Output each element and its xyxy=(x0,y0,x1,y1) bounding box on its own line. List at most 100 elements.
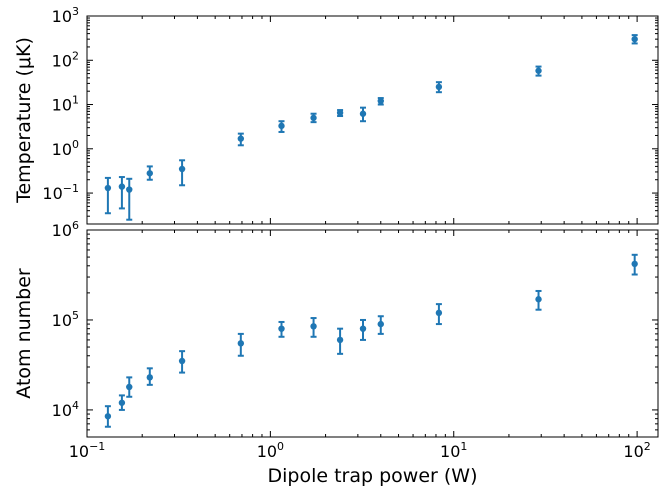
data-point xyxy=(435,303,443,326)
data-point xyxy=(118,394,126,411)
y-tick-label: 106 xyxy=(52,219,79,240)
data-point xyxy=(104,405,112,428)
data-point xyxy=(278,320,285,338)
y-tick-label-base: 10 xyxy=(52,7,72,26)
data-point xyxy=(126,177,133,221)
x-tick-label-exponent: −1 xyxy=(89,440,105,453)
x-tick-label-exponent: 1 xyxy=(460,440,467,453)
y-tick-label-exponent: 6 xyxy=(72,219,79,232)
y-axis-label: Temperature (μK) xyxy=(13,37,35,204)
data-point xyxy=(535,289,542,311)
data-marker xyxy=(377,97,384,105)
data-marker xyxy=(178,357,186,365)
y-tick-label: 100 xyxy=(52,138,79,159)
y-tick-label: 104 xyxy=(52,399,79,420)
data-point xyxy=(278,120,285,133)
data-point xyxy=(377,315,384,335)
data-marker xyxy=(359,110,367,117)
data-marker xyxy=(535,67,542,74)
y-tick-label-base: 10 xyxy=(52,51,72,70)
data-point xyxy=(377,97,384,106)
data-marker xyxy=(631,260,638,268)
data-point xyxy=(535,65,542,77)
data-marker xyxy=(126,383,133,391)
y-tick-label: 10−1 xyxy=(42,182,79,203)
data-point xyxy=(126,376,133,398)
x-tick-label: 101 xyxy=(440,440,467,461)
data-marker xyxy=(146,374,153,381)
data-marker xyxy=(310,114,317,122)
data-point xyxy=(435,81,443,94)
data-marker xyxy=(359,325,367,332)
y-tick-label-exponent: −1 xyxy=(63,182,79,195)
x-tick-label-base: 10 xyxy=(69,442,89,461)
x-tick-label-base: 10 xyxy=(623,442,643,461)
data-marker xyxy=(435,309,443,317)
data-point xyxy=(359,106,367,123)
y-tick-label-base: 10 xyxy=(52,140,72,159)
data-point xyxy=(631,34,638,45)
y-tick-label-base: 10 xyxy=(52,96,72,115)
x-tick-label: 10−1 xyxy=(69,440,106,461)
data-point xyxy=(310,317,317,338)
data-point xyxy=(310,112,317,124)
y-tick-label-exponent: 4 xyxy=(72,399,79,412)
y-tick-label-exponent: 3 xyxy=(72,5,79,18)
data-point xyxy=(359,318,367,341)
y-tick-label-exponent: 2 xyxy=(72,49,79,62)
data-marker xyxy=(435,83,443,91)
y-tick-label-base: 10 xyxy=(52,401,72,420)
data-point xyxy=(336,327,344,355)
x-tick-label-exponent: 0 xyxy=(277,440,284,453)
data-marker xyxy=(146,170,153,177)
x-tick-label-exponent: 2 xyxy=(644,440,651,453)
y-tick-label: 103 xyxy=(52,5,79,26)
x-tick-label: 100 xyxy=(257,440,284,461)
data-marker xyxy=(118,183,126,190)
x-tick-label: 102 xyxy=(623,440,650,461)
data-marker xyxy=(104,184,112,192)
data-marker xyxy=(310,323,317,330)
data-marker xyxy=(126,186,133,193)
data-point xyxy=(336,109,344,118)
data-marker xyxy=(118,399,126,406)
data-point xyxy=(237,332,245,357)
data-point xyxy=(146,367,153,386)
y-axis-label: Atom number xyxy=(13,268,35,399)
data-point xyxy=(178,159,186,187)
data-marker xyxy=(178,165,186,173)
data-marker xyxy=(278,122,285,130)
data-marker xyxy=(278,325,285,332)
y-tick-label: 101 xyxy=(52,94,79,115)
data-point xyxy=(118,176,126,210)
data-point xyxy=(178,350,186,374)
data-marker xyxy=(237,340,245,347)
data-point xyxy=(146,165,153,181)
plot-frame xyxy=(86,229,659,438)
y-tick-label-exponent: 0 xyxy=(72,138,79,151)
data-marker xyxy=(104,413,112,420)
y-tick-label: 102 xyxy=(52,49,79,70)
plot-frame xyxy=(86,15,659,225)
data-point xyxy=(237,132,245,147)
data-point xyxy=(631,253,638,276)
y-tick-label-base: 10 xyxy=(42,184,62,203)
data-marker xyxy=(336,336,344,344)
y-tick-label-exponent: 5 xyxy=(72,309,79,322)
data-marker xyxy=(631,35,638,43)
y-tick-label-base: 10 xyxy=(52,311,72,330)
y-tick-label: 105 xyxy=(52,309,79,330)
data-point xyxy=(104,176,112,215)
data-marker xyxy=(336,109,344,117)
data-marker xyxy=(237,135,245,142)
y-tick-label-exponent: 1 xyxy=(72,94,79,107)
x-tick-label-base: 10 xyxy=(440,442,460,461)
x-axis-label: Dipole trap power (W) xyxy=(268,465,478,487)
data-marker xyxy=(535,296,542,303)
x-tick-label-base: 10 xyxy=(257,442,277,461)
y-tick-label-base: 10 xyxy=(52,221,72,240)
data-marker xyxy=(377,320,384,328)
